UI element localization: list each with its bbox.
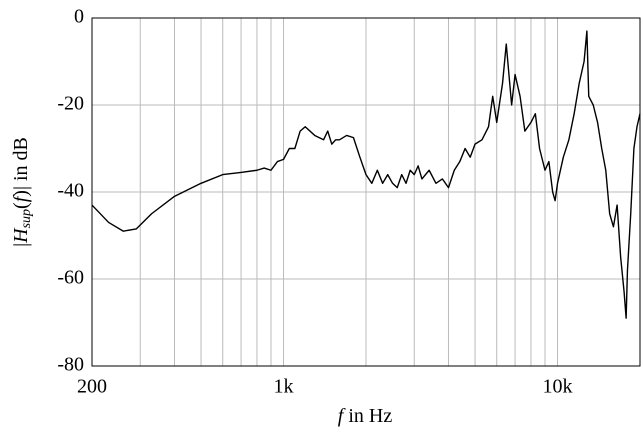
x-tick-label: 200 <box>77 376 107 398</box>
x-axis-label: f in Hz <box>338 405 393 427</box>
y-label-part: H <box>10 227 32 244</box>
y-axis-label: |Hsup(f)| in dB <box>10 137 35 247</box>
y-label-part: )| in dB <box>10 137 32 197</box>
y-tick-label: -60 <box>57 267 84 289</box>
line-series <box>91 30 641 319</box>
y-label-part: f <box>10 194 32 202</box>
x-label-unit: in Hz <box>343 405 392 427</box>
y-tick-label: -80 <box>57 354 84 376</box>
plot-frame <box>91 17 641 367</box>
y-tick-label: 0 <box>74 6 84 28</box>
y-tick-label: -20 <box>57 93 84 115</box>
x-tick-label: 1k <box>274 376 294 398</box>
y-label-part: ( <box>10 202 32 209</box>
y-label-part: sup <box>19 209 34 228</box>
y-tick-label: -40 <box>57 180 84 202</box>
y-label-part: | <box>10 243 32 247</box>
x-label-var: f <box>338 405 346 427</box>
x-tick-label: 10k <box>543 376 573 398</box>
